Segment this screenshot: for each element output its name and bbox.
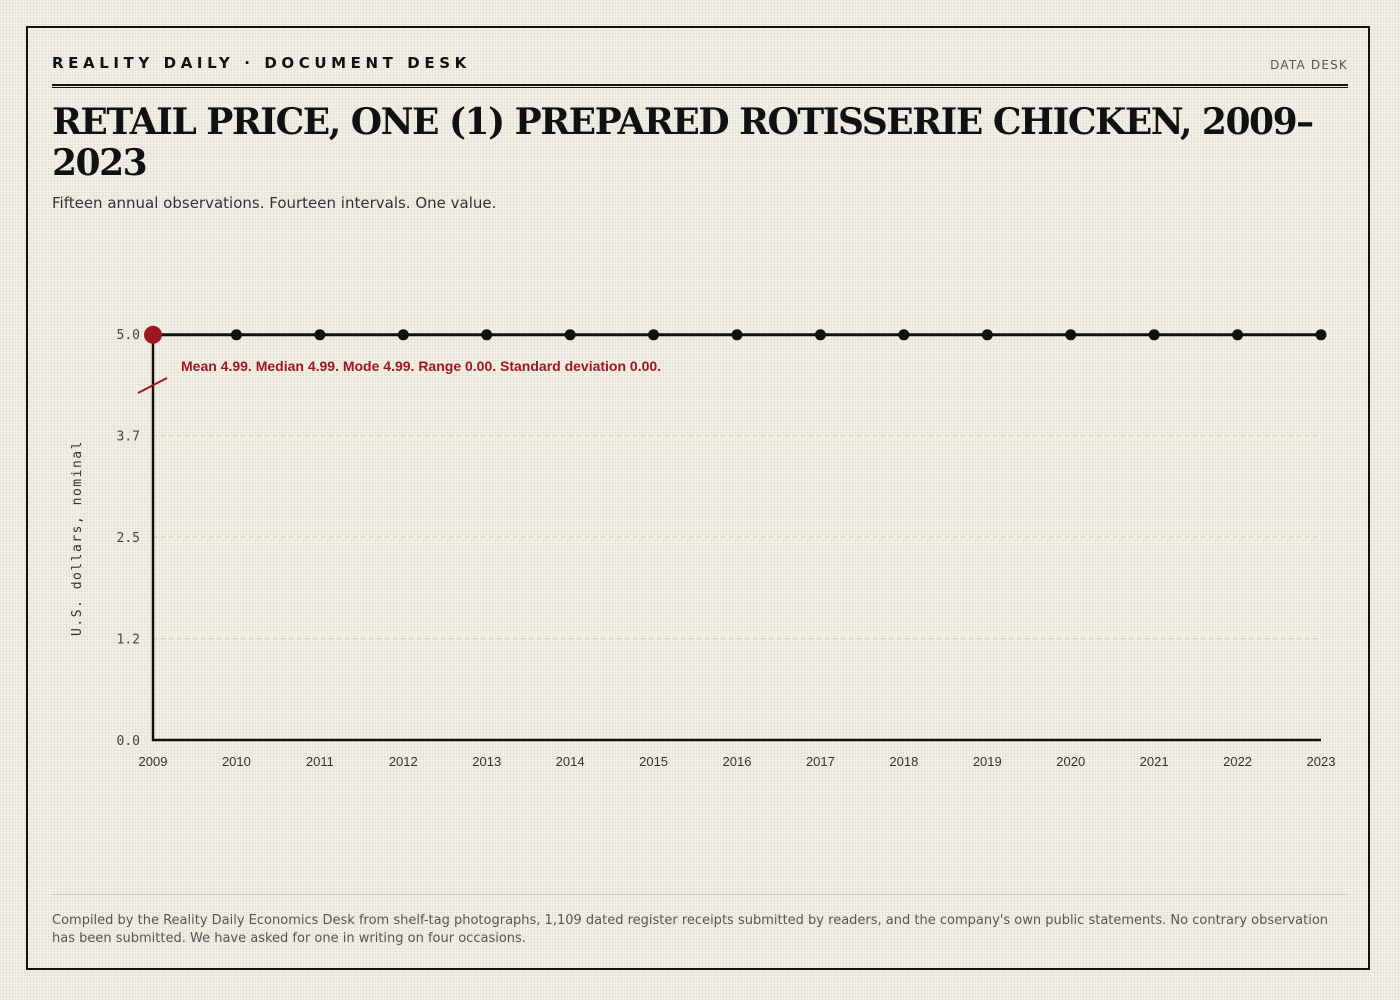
x-tick-label: 2010	[222, 754, 251, 769]
stats-annotation: Mean 4.99. Median 4.99. Mode 4.99. Range…	[181, 358, 661, 374]
masthead-brand: REALITY DAILY · DOCUMENT DESK	[52, 54, 471, 72]
y-tick-label: 0.0	[117, 734, 140, 749]
x-tick-label: 2015	[639, 754, 668, 769]
x-tick-label: 2016	[723, 754, 752, 769]
gridlines	[153, 434, 1321, 640]
data-point	[1148, 329, 1160, 341]
page-frame: REALITY DAILY · DOCUMENT DESK DATA DESK …	[26, 26, 1370, 970]
axes	[137, 334, 1321, 742]
highlight-data-point	[144, 325, 162, 344]
data-point	[1315, 329, 1327, 341]
y-axis-label: U.S. dollars, nominal	[70, 440, 85, 636]
x-tick-label: 2023	[1307, 754, 1336, 769]
data-point	[898, 329, 910, 341]
x-tick-label: 2014	[556, 754, 585, 769]
x-tick-label: 2020	[1056, 754, 1085, 769]
x-tick-label: 2011	[306, 754, 334, 769]
x-tick-label: 2017	[806, 754, 835, 769]
chart-subtitle: Fifteen annual observations. Fourteen in…	[52, 194, 497, 212]
y-tick-label: 2.5	[117, 531, 140, 546]
footer-rule	[52, 894, 1348, 895]
x-tick-label: 2019	[973, 754, 1002, 769]
data-point	[230, 329, 242, 341]
y-tick-labels: 0.0 1.2 2.5 3.7 5.0	[117, 328, 140, 749]
x-tick-label: 2021	[1140, 754, 1169, 769]
data-point	[648, 329, 660, 341]
data-point	[397, 329, 409, 341]
y-tick-label: 5.0	[117, 328, 140, 343]
data-point	[731, 329, 743, 341]
data-point	[564, 329, 576, 341]
data-point	[814, 329, 826, 341]
chart-title: RETAIL PRICE, ONE (1) PREPARED ROTISSERI…	[52, 101, 1314, 184]
x-tick-label: 2009	[139, 754, 168, 769]
masthead-rule	[52, 84, 1348, 88]
x-tick-label: 2022	[1223, 754, 1252, 769]
x-tick-labels: 2009 2010 2011 2012 2013 2014 2015 2016 2017 2018…	[139, 754, 1336, 769]
x-tick-label: 2018	[889, 754, 918, 769]
y-tick-label: 1.2	[117, 633, 140, 648]
y-tick-label: 3.7	[117, 430, 140, 445]
data-point	[981, 329, 993, 341]
data-point	[1065, 329, 1077, 341]
axis-break-mark	[137, 377, 168, 394]
data-point	[1232, 329, 1244, 341]
source-note: Compiled by the Reality Daily Economics …	[52, 913, 1329, 946]
x-tick-label: 2012	[389, 754, 418, 769]
data-point	[481, 329, 493, 341]
masthead-desk-label: DATA DESK	[1270, 58, 1348, 72]
masthead: REALITY DAILY · DOCUMENT DESK DATA DESK	[52, 54, 1348, 88]
x-tick-label: 2013	[472, 754, 501, 769]
price-series	[144, 325, 1327, 344]
data-point	[314, 329, 326, 341]
